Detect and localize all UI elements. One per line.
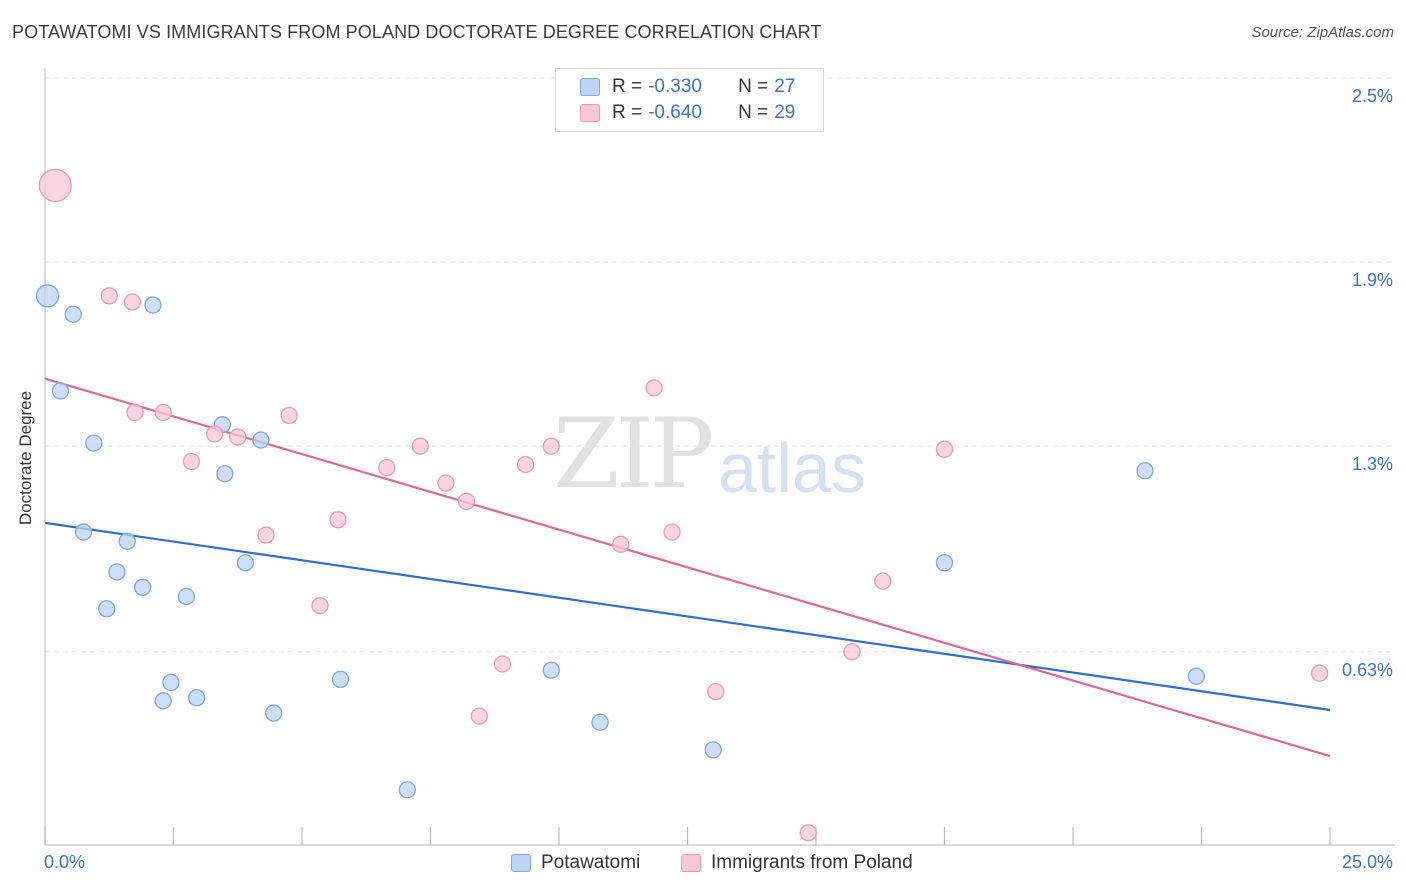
y-axis-label: Doctorate Degree	[16, 390, 35, 526]
data-point-poland	[126, 403, 144, 422]
chart-title: POTAWATOMI VS IMMIGRANTS FROM POLAND DOC…	[12, 22, 822, 42]
data-point-potawatomi	[935, 554, 954, 572]
data-point-potawatomi	[154, 692, 172, 710]
data-point-poland	[874, 572, 892, 590]
data-point-potawatomi	[144, 296, 162, 314]
data-point-poland	[1311, 664, 1329, 682]
data-point-potawatomi	[35, 284, 60, 308]
legend-r-value-potawatomi: -0.330	[648, 76, 702, 97]
data-point-potawatomi	[98, 600, 116, 618]
data-point-poland	[182, 452, 201, 471]
data-point-poland	[411, 437, 429, 455]
data-point-poland	[38, 168, 72, 203]
y-tick-label: 2.5%	[1351, 86, 1393, 106]
data-point-poland	[645, 379, 663, 397]
legend-n-label: N =	[738, 102, 769, 123]
data-point-poland	[843, 643, 861, 661]
data-point-poland	[154, 403, 172, 422]
series-name-potawatomi: Potawatomi	[541, 852, 641, 873]
data-point-poland	[457, 492, 476, 511]
data-point-potawatomi	[398, 781, 417, 799]
data-point-potawatomi	[252, 431, 270, 449]
data-point-potawatomi	[542, 661, 560, 679]
data-point-potawatomi	[51, 382, 70, 400]
data-point-potawatomi	[265, 704, 283, 722]
legend-row-potawatomi: R = -0.330 N = 27	[580, 74, 795, 100]
y-tick-label: 1.3%	[1351, 454, 1393, 475]
legend-row-poland: R = -0.640 N = 29	[580, 100, 795, 126]
data-point-poland	[707, 682, 725, 701]
data-point-poland	[205, 425, 224, 443]
chart-source: Source: ZipAtlas.com	[1251, 24, 1394, 41]
data-point-poland	[311, 597, 329, 615]
data-point-poland	[257, 526, 275, 544]
data-point-poland	[663, 523, 681, 541]
data-point-potawatomi	[162, 673, 180, 692]
correlation-legend: R = -0.330 N = 27 R = -0.640 N = 29	[555, 68, 824, 132]
data-point-potawatomi	[216, 465, 234, 483]
data-point-poland	[799, 824, 817, 842]
watermark-atlas: atlas	[718, 429, 866, 507]
data-point-poland	[437, 474, 455, 492]
data-point-potawatomi	[704, 741, 722, 759]
data-point-potawatomi	[118, 532, 136, 550]
series-swatch-potawatomi	[511, 854, 531, 872]
data-point-poland	[229, 428, 247, 446]
legend-r-label: R =	[612, 102, 643, 123]
series-name-poland: Immigrants from Poland	[711, 852, 913, 873]
data-point-poland	[123, 293, 142, 311]
data-point-poland	[329, 511, 347, 529]
data-point-potawatomi	[1187, 667, 1206, 685]
series-legend-poland[interactable]: Immigrants from Poland	[681, 852, 913, 874]
data-point-poland	[493, 655, 512, 673]
data-point-potawatomi	[108, 563, 126, 581]
trend-line-potawatomi	[44, 521, 1331, 712]
data-point-potawatomi	[64, 305, 82, 323]
x-tick-label: 25.0%	[1341, 852, 1393, 872]
data-point-poland	[516, 455, 535, 474]
legend-swatch-poland	[580, 104, 600, 122]
data-point-potawatomi	[187, 689, 206, 707]
series-legend-potawatomi[interactable]: Potawatomi	[511, 852, 640, 874]
data-point-potawatomi	[74, 523, 93, 541]
data-point-potawatomi	[236, 554, 255, 572]
legend-r-label: R =	[612, 76, 643, 97]
legend-swatch-potawatomi	[580, 78, 600, 96]
data-point-poland	[378, 458, 396, 477]
x-tick-label: 0.0%	[44, 852, 86, 872]
data-point-potawatomi	[1136, 462, 1154, 480]
data-point-poland	[612, 535, 630, 553]
legend-n-label: N =	[738, 76, 769, 97]
data-point-potawatomi	[85, 434, 103, 452]
data-point-potawatomi	[591, 713, 609, 731]
series-legend: Potawatomi Immigrants from Poland	[0, 852, 1406, 878]
data-point-potawatomi	[331, 670, 350, 688]
series-swatch-poland	[681, 854, 701, 872]
y-tick-label: 1.9%	[1351, 270, 1393, 291]
watermark-zip: ZIP	[553, 398, 714, 510]
data-point-poland	[100, 287, 118, 305]
data-point-poland	[542, 437, 560, 455]
data-point-poland	[935, 440, 954, 458]
axis-layer	[44, 68, 1395, 846]
point-layer	[35, 168, 1329, 842]
data-point-poland	[280, 406, 298, 425]
data-point-potawatomi	[134, 578, 152, 596]
data-point-poland	[470, 707, 488, 725]
y-tick-label: 0.63%	[1341, 659, 1393, 680]
legend-n-value-poland: 29	[774, 102, 796, 123]
legend-r-value-poland: -0.640	[648, 102, 702, 123]
data-point-potawatomi	[177, 587, 196, 606]
legend-n-value-potawatomi: 27	[774, 76, 796, 97]
